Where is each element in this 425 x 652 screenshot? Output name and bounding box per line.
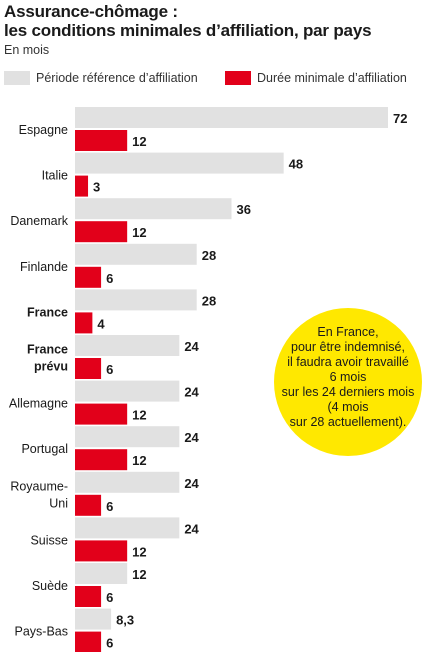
minimum-duration-bar [75, 631, 102, 652]
minimum-duration-bar [75, 221, 128, 243]
minimum-duration-bar [75, 175, 89, 197]
country-label: Royaume- [10, 479, 68, 493]
chart-subtitle: En mois [4, 43, 50, 57]
minimum-duration-bar [75, 586, 102, 607]
minimum-duration-value-label: 12 [132, 408, 146, 423]
france-annotation-text: En France, pour être indemnisé, il faudr… [274, 325, 422, 430]
minimum-duration-value-label: 6 [106, 362, 113, 377]
minimum-duration-value-label: 6 [106, 271, 113, 286]
chart-legend: Période référence d’affiliation Durée mi… [4, 70, 422, 86]
country-label: prévu [34, 360, 68, 374]
reference-period-value-label: 24 [184, 521, 199, 536]
chart-title: Assurance-chômage : les conditions minim… [4, 2, 422, 40]
country-label: Italie [42, 169, 68, 183]
reference-period-bar [75, 152, 284, 174]
legend-label-reference-period: Période référence d’affiliation [36, 71, 198, 85]
minimum-duration-value-label: 6 [106, 590, 113, 605]
legend-item-minimum-duration: Durée minimale d’affiliation [225, 70, 407, 86]
minimum-duration-bar [75, 312, 93, 334]
minimum-duration-value-label: 12 [132, 134, 146, 149]
minimum-duration-value-label: 4 [97, 316, 105, 331]
country-label: Uni [49, 496, 68, 510]
reference-period-bar [75, 380, 180, 402]
minimum-duration-value-label: 6 [106, 636, 113, 651]
annotation-line: sur les 24 derniers mois [281, 385, 415, 399]
minimum-duration-bar [75, 358, 102, 379]
annotation-line: sur 28 actuellement). [289, 415, 407, 429]
minimum-duration-bar [75, 266, 102, 288]
legend-item-reference-period: Période référence d’affiliation [4, 70, 198, 86]
reference-period-value-label: 8,3 [116, 613, 134, 628]
country-label: Suède [32, 579, 68, 593]
reference-period-value-label: 24 [184, 339, 199, 354]
annotation-line: 6 mois [329, 370, 367, 384]
reference-period-bar [75, 608, 112, 630]
minimum-duration-bar [75, 403, 128, 425]
reference-period-bar [75, 107, 388, 128]
country-label: Portugal [21, 442, 68, 456]
minimum-duration-value-label: 12 [132, 453, 146, 468]
minimum-duration-value-label: 12 [132, 544, 146, 559]
minimum-duration-value-label: 6 [106, 499, 113, 514]
reference-period-value-label: 48 [289, 157, 303, 172]
minimum-duration-bar [75, 130, 128, 151]
country-label: Allemagne [9, 397, 68, 411]
annotation-line: il faudra avoir travaillé [287, 355, 409, 369]
reference-period-bar [75, 335, 180, 356]
annotation-line: pour être indemnisé, [291, 340, 405, 354]
reference-period-value-label: 28 [202, 248, 216, 263]
minimum-duration-value-label: 12 [132, 225, 146, 240]
legend-swatch-minimum-duration [225, 71, 251, 85]
country-label: Danemark [10, 214, 68, 228]
country-label: Suisse [30, 533, 68, 547]
reference-period-value-label: 28 [202, 293, 216, 308]
legend-label-minimum-duration: Durée minimale d’affiliation [257, 71, 407, 85]
country-label: Pays-Bas [15, 625, 69, 639]
annotation-line: (4 mois [327, 400, 369, 414]
reference-period-bar [75, 289, 197, 311]
reference-period-bar [75, 471, 180, 493]
reference-period-value-label: 72 [393, 111, 407, 126]
annotation-line: En France, [317, 325, 379, 339]
reference-period-value-label: 24 [184, 385, 199, 400]
reference-period-bar [75, 426, 180, 448]
chart-title-line-2: les conditions minimales d’affiliation, … [4, 21, 372, 40]
france-annotation-bubble: En France, pour être indemnisé, il faudr… [274, 308, 422, 456]
reference-period-value-label: 12 [132, 567, 146, 582]
country-label: Finlande [20, 260, 68, 274]
reference-period-value-label: 24 [184, 430, 199, 445]
minimum-duration-bar [75, 449, 128, 471]
reference-period-value-label: 24 [184, 476, 199, 491]
reference-period-bar [75, 563, 128, 584]
minimum-duration-value-label: 3 [93, 180, 100, 195]
reference-period-bar [75, 198, 232, 220]
chart-title-line-1: Assurance-chômage : [4, 2, 178, 21]
reference-period-bar [75, 243, 197, 265]
reference-period-value-label: 36 [237, 202, 251, 217]
reference-period-bar [75, 517, 180, 539]
country-label: France [27, 343, 68, 357]
country-label: Espagne [19, 123, 68, 137]
minimum-duration-bar [75, 494, 102, 516]
minimum-duration-bar [75, 540, 128, 562]
legend-swatch-reference-period [4, 71, 30, 85]
country-label: France [27, 305, 68, 319]
